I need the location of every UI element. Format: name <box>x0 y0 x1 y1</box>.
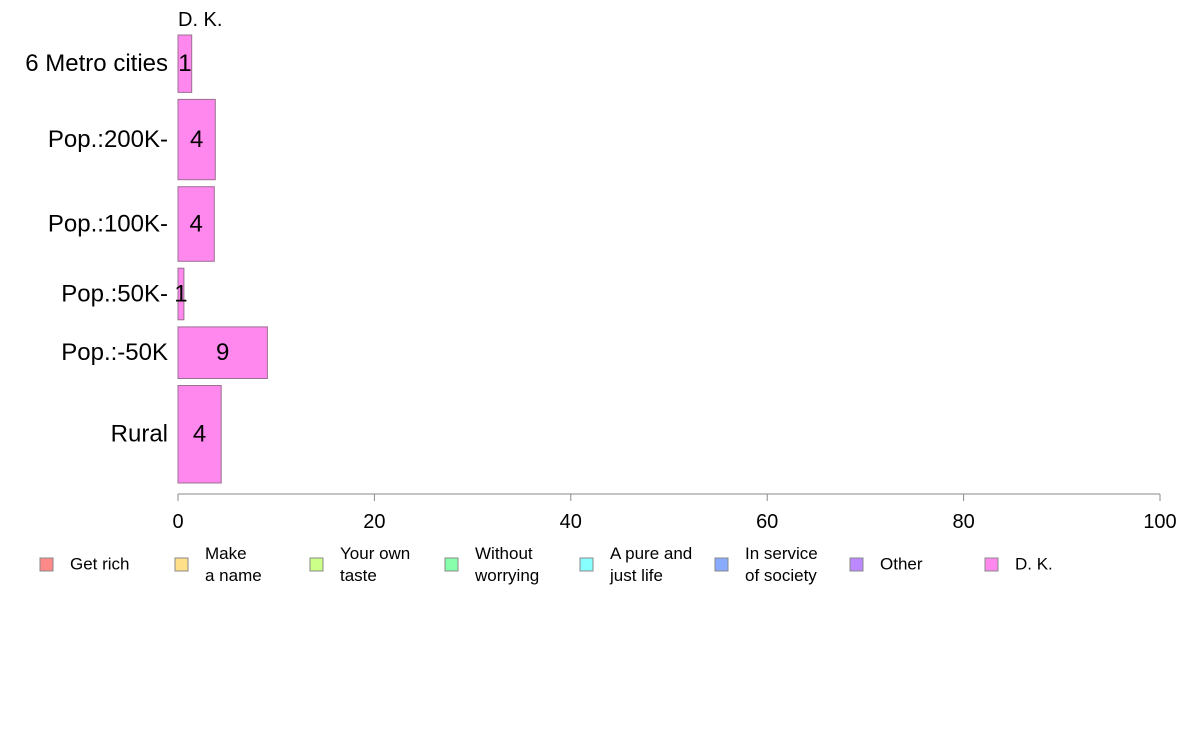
category-label-2: Pop.:100K- <box>48 211 168 238</box>
bar-value-label-0: 1 <box>178 50 191 77</box>
bar-2 <box>177 186 215 262</box>
legend-label-2: Your own taste <box>340 544 410 585</box>
legend-label-4: A pure and just life <box>609 544 692 585</box>
legend: Get rich Make a name Your own taste Without wo… <box>39 544 1053 585</box>
legend-swatch-0 <box>39 557 54 572</box>
category-label-3: Pop.:50K- <box>61 281 168 308</box>
legend-swatch-6 <box>849 557 864 572</box>
x-tick-label-0: 0 <box>172 511 183 533</box>
bar-value-label-1: 4 <box>190 126 203 153</box>
legend-label-5: In service of society <box>745 544 818 585</box>
legend-label-7: D. K. <box>1015 555 1053 574</box>
x-tick-label-4: 80 <box>952 511 974 533</box>
bar-0 <box>177 34 193 93</box>
legend-label-3: Without worrying <box>474 544 539 585</box>
bar-value-label-2: 4 <box>190 211 203 238</box>
legend-label-6: Other <box>880 555 923 574</box>
category-label-1: Pop.:200K- <box>48 126 168 153</box>
legend-swatch-4 <box>579 557 594 572</box>
bar-5 <box>177 385 222 484</box>
bars-layer: 6 Metro cities 1 Pop.:200K- 4 Pop.:100K- 4 Pop… <box>25 34 268 484</box>
category-label-5: Rural <box>111 421 168 448</box>
legend-swatch-1 <box>174 557 189 572</box>
x-tick-label-1: 20 <box>363 511 385 533</box>
category-label-0: 6 Metro cities <box>25 50 168 77</box>
x-tick-label-2: 40 <box>560 511 582 533</box>
bar-3 <box>177 267 185 321</box>
category-label-4: Pop.:-50K <box>61 339 168 366</box>
bar-value-label-3: 1 <box>174 281 187 308</box>
bar-value-label-5: 4 <box>193 421 206 448</box>
x-tick-label-3: 60 <box>756 511 778 533</box>
legend-swatch-5 <box>714 557 729 572</box>
legend-label-0: Get rich <box>70 555 130 574</box>
legend-swatch-3 <box>444 557 459 572</box>
bar-1 <box>177 98 216 181</box>
legend-label-1: Make a name <box>205 544 262 585</box>
x-tick-label-5: 100 <box>1143 511 1176 533</box>
panel-title: D. K. <box>178 9 222 31</box>
bar-value-label-4: 9 <box>216 339 229 366</box>
x-axis: 0 20 40 60 80 100 <box>172 493 1177 533</box>
legend-swatch-7 <box>984 557 999 572</box>
bar-4 <box>177 326 268 379</box>
legend-swatch-2 <box>309 557 324 572</box>
